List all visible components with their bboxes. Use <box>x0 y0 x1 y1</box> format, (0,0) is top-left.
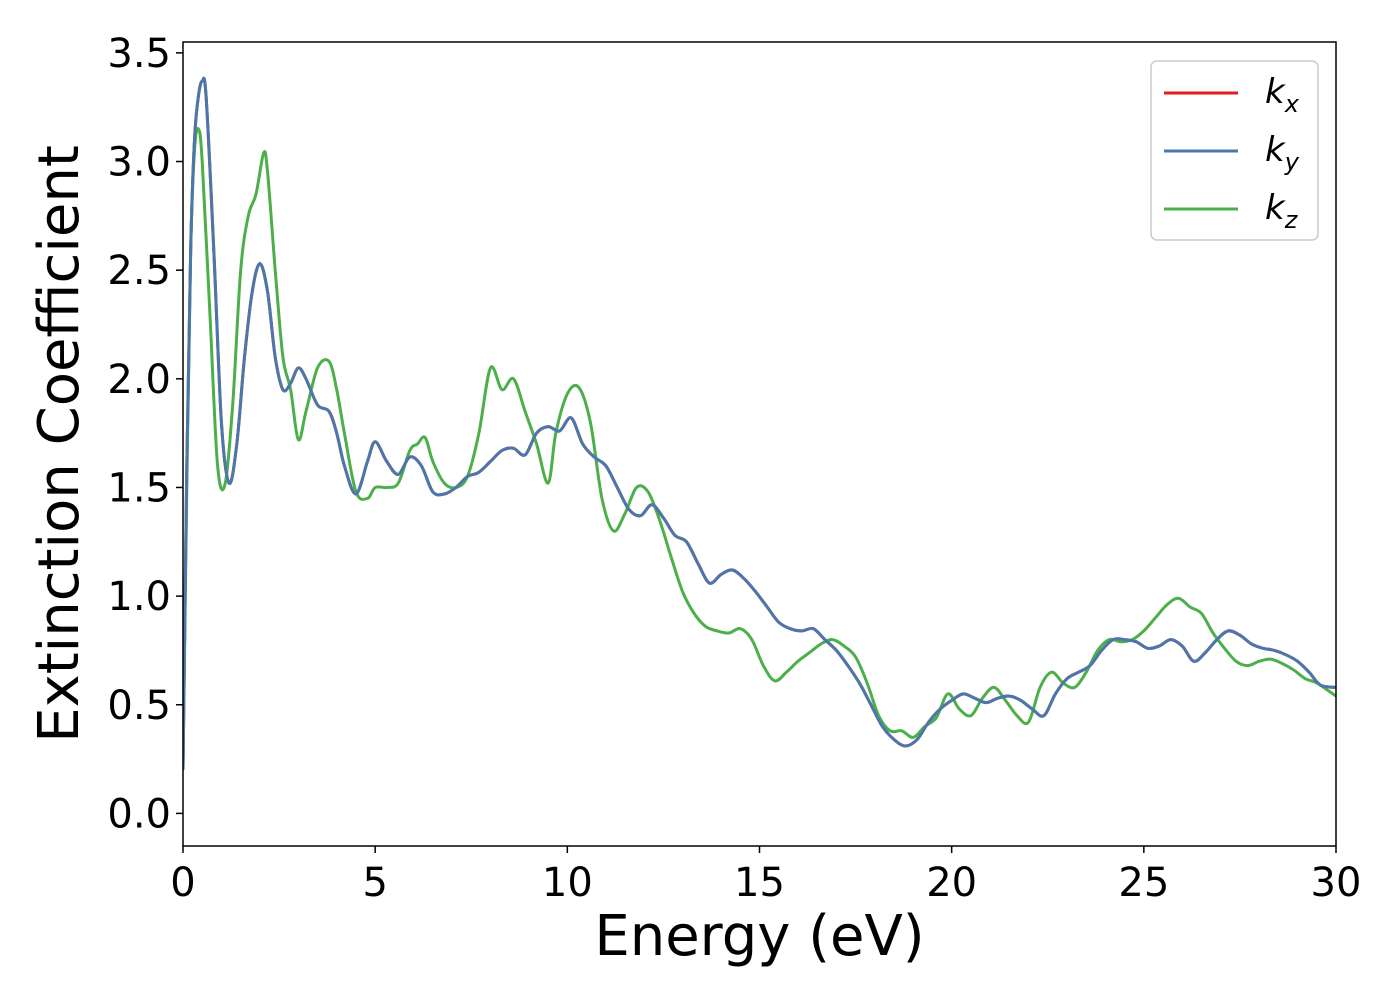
x-tick-label: 10 <box>542 860 593 906</box>
x-tick-label: 0 <box>170 860 195 906</box>
y-axis-label: Extinction Coefficient <box>27 145 92 743</box>
x-tick-label: 20 <box>926 860 977 906</box>
y-tick-label: 3.5 <box>107 31 171 77</box>
y-tick-label: 0.0 <box>107 791 171 837</box>
y-tick-label: 2.0 <box>107 357 171 403</box>
x-axis-label: Energy (eV) <box>594 904 924 969</box>
y-tick-label: 1.0 <box>107 574 171 620</box>
y-tick-label: 0.5 <box>107 683 171 729</box>
x-tick-label: 15 <box>734 860 785 906</box>
x-tick-label: 5 <box>362 860 387 906</box>
y-tick-label: 3.0 <box>107 140 171 186</box>
y-tick-label: 1.5 <box>107 465 171 511</box>
x-tick-label: 30 <box>1311 860 1362 906</box>
y-tick-label: 2.5 <box>107 248 171 294</box>
x-tick-label: 25 <box>1118 860 1169 906</box>
